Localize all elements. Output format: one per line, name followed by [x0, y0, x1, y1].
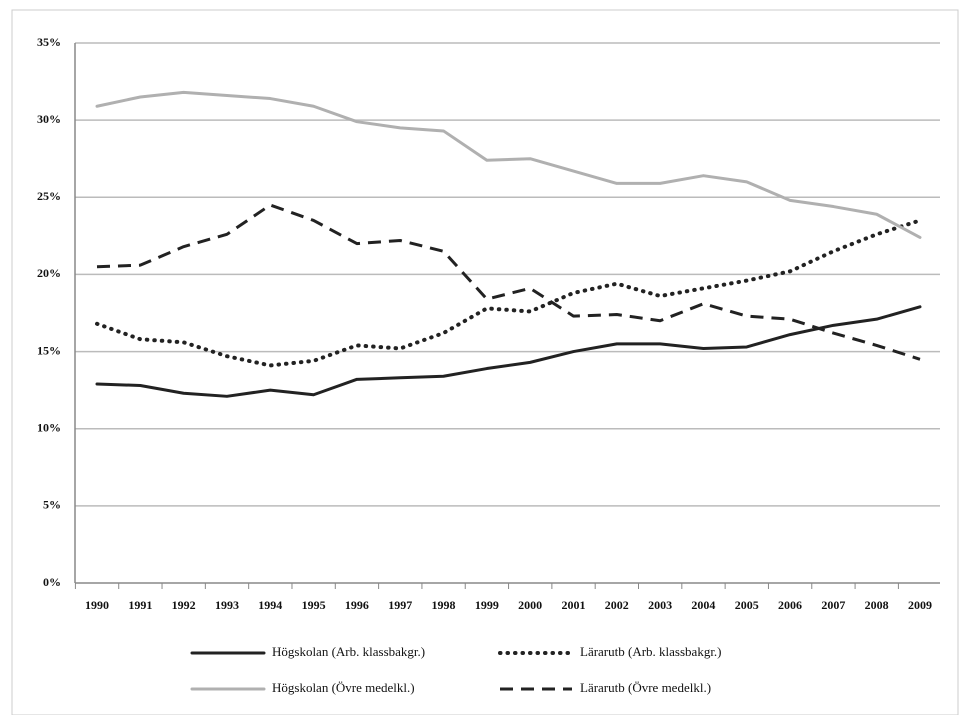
x-tick-label: 1999	[475, 598, 499, 612]
x-tick-label: 1997	[388, 598, 412, 612]
x-tick-label: 1996	[345, 598, 369, 612]
series-line	[95, 305, 922, 398]
x-tick-label: 2001	[561, 598, 585, 612]
x-tick-label: 2009	[908, 598, 932, 612]
x-tick-label: 1990	[85, 598, 109, 612]
y-tick-label: 25%	[37, 189, 61, 203]
x-tick-label: 2006	[778, 598, 802, 612]
x-tick-label: 1998	[432, 598, 456, 612]
series-line	[95, 90, 922, 239]
legend-label: Högskolan (Arb. klassbakgr.)	[272, 644, 425, 659]
series-line	[96, 203, 921, 361]
x-tick-label: 2002	[605, 598, 629, 612]
x-tick-label: 2004	[691, 598, 715, 612]
legend-label: Högskolan (Övre medelkl.)	[272, 680, 415, 695]
y-tick-label: 35%	[37, 35, 61, 49]
legend-label: Lärarutb (Arb. klassbakgr.)	[580, 644, 722, 659]
frame	[11, 9, 959, 715]
y-tick-label: 10%	[37, 420, 61, 434]
x-tick-label: 2005	[735, 598, 759, 612]
series-line	[95, 218, 922, 368]
x-tick-label: 2007	[821, 598, 845, 612]
x-tick-label: 2008	[865, 598, 889, 612]
y-tick-label: 5%	[43, 498, 61, 512]
legend-label: Lärarutb (Övre medelkl.)	[580, 680, 711, 695]
x-tick-label: 1991	[128, 598, 152, 612]
x-tick-label: 2003	[648, 598, 672, 612]
x-tick-label: 1994	[258, 598, 282, 612]
x-tick-label: 1992	[172, 598, 196, 612]
y-tick-label: 15%	[37, 343, 61, 357]
y-tick-label: 30%	[37, 112, 61, 126]
x-tick-label: 1995	[302, 598, 326, 612]
x-tick-label: 1993	[215, 598, 239, 612]
y-tick-label: 20%	[37, 266, 61, 280]
x-tick-label: 2000	[518, 598, 542, 612]
y-tick-label: 0%	[43, 575, 61, 589]
